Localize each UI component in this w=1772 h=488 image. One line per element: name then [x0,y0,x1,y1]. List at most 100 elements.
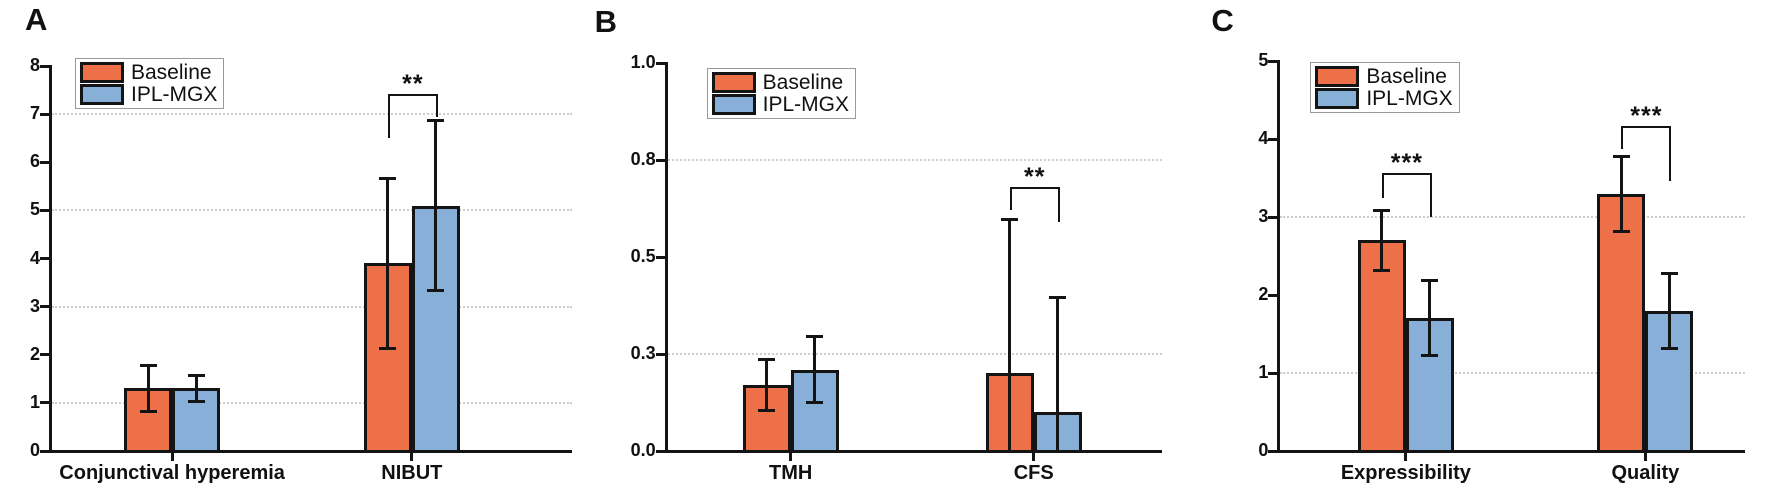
y-tick-label: 2 [1258,284,1269,304]
error-bar-line [765,357,769,413]
legend-swatch-baseline [711,72,756,93]
error-bar-cap-bottom [139,409,157,413]
y-tick-label: 0.3 [630,343,656,363]
y-tick-label: 3 [1258,206,1269,226]
category-tick [1643,453,1647,461]
significance-stars: ** [402,69,424,98]
y-tick-label: 4 [29,247,40,268]
significance-bracket-top [1621,125,1672,128]
legend-label-ipl_mgx: IPL-MGX [131,83,218,106]
error-bar-cap-top [427,118,445,122]
gridline [667,159,1162,161]
category-tick [789,453,793,461]
plot-area-c: 0 1 2 3 4 5 Expressibility Quality *** *** Baselin… [1181,0,1771,488]
significance-bracket-right-leg [435,93,438,117]
error-bar-line [194,374,198,403]
significance-stars: *** [1390,149,1423,178]
error-bar-cap-bottom [379,346,397,350]
y-tick-label: 4 [1258,128,1269,148]
legend-label-baseline: Baseline [1366,65,1447,88]
error-bar-line [1380,209,1384,272]
y-tick-label: 6 [29,151,40,172]
error-bar-cap-top [1660,271,1678,275]
error-bar-cap-top [1001,218,1019,222]
error-bar-cap-top [1049,295,1067,299]
x-axis [664,450,1162,453]
error-bar-cap-top [379,176,397,180]
y-tick-label: 0 [1258,440,1269,460]
error-bar-line [813,334,817,405]
error-bar-cap-top [758,357,776,361]
category-tick [410,453,414,461]
gridline [52,305,572,308]
panel-b: B 0.0 0.3 0.5 0.8 1.0 TMH CFS ** Baseline IPL-MGX [591,0,1181,488]
legend-label-ipl_mgx: IPL-MGX [762,93,850,116]
y-tick [40,401,49,405]
error-bar-line [386,176,390,350]
gridline [1280,372,1746,374]
panel-c: C 0 1 2 3 4 5 Expressibility Quality *** *** Basel… [1181,0,1771,488]
error-bar-line [1619,154,1623,233]
y-tick [655,352,665,356]
legend: Baseline IPL-MGX [1310,62,1460,113]
error-bar-line [1056,295,1060,451]
y-tick [1268,215,1278,219]
y-tick-label: 1.0 [630,52,656,72]
panel-letter-a: A [25,2,48,37]
gridline [52,113,572,116]
plot-area-b: 0.0 0.3 0.5 0.8 1.0 TMH CFS ** Baseline IPL-MGX [591,0,1181,488]
y-tick [1268,449,1278,453]
category-label: TMH [768,462,813,484]
y-tick-label: 7 [29,103,40,124]
category-tick [1032,453,1036,461]
y-tick-label: 1 [29,391,40,412]
error-bar-cap-bottom [187,399,205,403]
y-tick [40,64,49,68]
category-label: Conjunctival hyperemia [59,462,285,484]
y-tick [40,208,49,212]
x-axis [49,450,572,453]
significance-bracket-top [1381,173,1432,176]
y-tick [40,112,49,116]
error-bar-line [1008,218,1012,451]
bar-baseline-expressibility [1357,240,1406,453]
significance-bracket-left-leg [1621,125,1624,150]
gridline [52,209,572,212]
gridline [667,353,1162,355]
y-tick [40,160,49,164]
y-tick [40,353,49,357]
y-axis [49,65,52,453]
y-axis [664,62,668,453]
error-bar-cap-top [187,374,205,377]
error-bar-cap-bottom [1421,354,1439,358]
panel-letter-b: B [594,4,618,39]
error-bar-cap-bottom [1373,268,1391,272]
error-bar-line [1428,279,1432,358]
error-bar-cap-bottom [758,409,776,413]
y-tick [655,61,665,65]
y-tick [655,255,665,259]
y-tick-label: 8 [29,55,40,75]
significance-stars: ** [1023,163,1046,192]
error-bar-cap-top [806,334,824,338]
legend: Baseline IPL-MGX [706,68,857,119]
x-axis [1277,450,1746,453]
y-tick-label: 3 [29,295,40,316]
y-tick [40,257,49,260]
error-bar-cap-top [139,364,157,368]
y-tick [1268,59,1278,63]
plot-area-a: 0 1 2 3 4 5 6 7 8 Conjunctival hyperemia NIBUT ** Ba… [0,0,590,488]
significance-bracket-right-leg [1057,187,1060,223]
y-tick [1268,371,1278,375]
significance-bracket-right-leg [1669,125,1672,182]
legend-swatch-baseline [1315,66,1360,87]
category-tick [1404,453,1408,461]
significance-bracket-top [1009,187,1060,190]
legend-label-baseline: Baseline [762,71,844,94]
y-tick [1268,137,1278,141]
y-tick-label: 0.5 [630,246,656,266]
legend-row-baseline: Baseline [1315,65,1452,88]
legend-swatch-ipl_mgx [1315,88,1360,109]
y-tick-label: 0.0 [630,440,656,460]
